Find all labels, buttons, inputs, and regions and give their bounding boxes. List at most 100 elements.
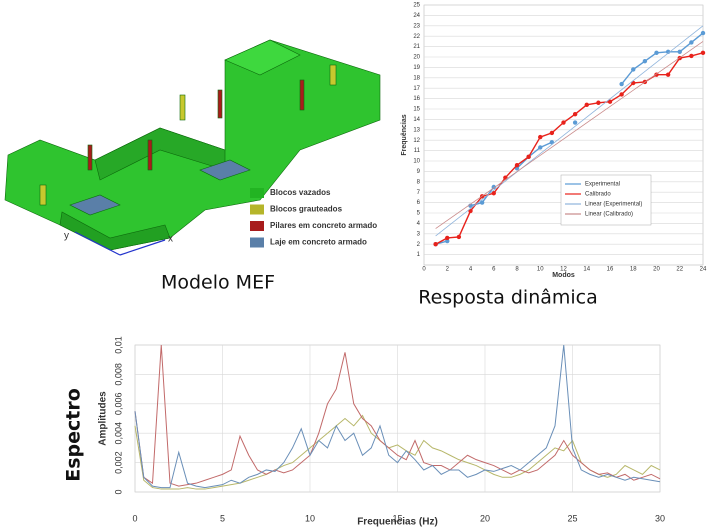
point <box>514 162 520 168</box>
point <box>689 40 694 45</box>
point <box>572 112 578 117</box>
legend-label: Calibrado <box>585 192 611 198</box>
x-tick-label: 24 <box>700 267 707 273</box>
series-line <box>134 344 661 489</box>
y-tick-label: 4 <box>417 221 421 227</box>
y-axis-title: Amplitudes <box>98 391 109 446</box>
y-tick-label: 0,004 <box>113 422 123 445</box>
y-tick-label: 13 <box>413 127 420 133</box>
y-tick-label: 0,008 <box>113 363 123 386</box>
point <box>596 100 601 105</box>
legend-swatch <box>250 221 264 231</box>
point <box>503 175 508 180</box>
x-tick-label: 30 <box>655 513 665 523</box>
x-tick-label: 20 <box>480 513 490 523</box>
legend-label: Laje em concreto armado <box>270 238 367 247</box>
y-tick-label: 7 <box>417 190 421 196</box>
legend-label: Linear (Experimental) <box>585 202 642 208</box>
point <box>445 235 450 241</box>
point <box>619 92 624 97</box>
y-axis-title: Frequências <box>401 114 408 155</box>
y-tick-label: 16 <box>413 96 420 102</box>
x-tick-label: 20 <box>653 267 660 273</box>
axis-letter: x <box>168 234 173 245</box>
point <box>665 49 671 54</box>
y-tick-label: 25 <box>413 3 420 9</box>
legend-swatch <box>250 204 264 215</box>
x-tick-label: 10 <box>537 267 544 273</box>
x-tick-label: 14 <box>583 267 590 273</box>
legend-label: Blocos vazados <box>270 188 331 197</box>
x-tick-label: 16 <box>607 267 614 273</box>
series-line <box>134 344 661 487</box>
x-tick-label: 15 <box>392 513 402 523</box>
series-line <box>435 41 704 229</box>
y-tick-label: 3 <box>417 231 421 237</box>
y-tick-label: 17 <box>413 86 420 92</box>
legend-label: Blocos grauteados <box>270 205 343 214</box>
point <box>607 99 613 104</box>
x-tick-label: 22 <box>676 267 683 273</box>
x-tick-label: 25 <box>567 513 577 523</box>
point <box>538 134 543 140</box>
y-tick-label: 2 <box>417 242 421 248</box>
point <box>631 67 636 72</box>
caption: Resposta dinâmica <box>418 287 598 309</box>
point <box>689 53 694 59</box>
x-tick-label: 6 <box>492 267 496 273</box>
point <box>456 234 462 240</box>
point <box>665 72 671 77</box>
y-tick-label: 10 <box>413 159 420 165</box>
y-tick-label: 24 <box>413 13 420 19</box>
series-line <box>134 414 661 490</box>
y-tick-label: 0 <box>113 489 123 494</box>
x-tick-label: 8 <box>515 267 519 273</box>
x-tick-label: 5 <box>220 513 225 523</box>
x-axis-title: Frequencias (Hz) <box>357 517 438 528</box>
point <box>654 50 659 56</box>
y-tick-label: 21 <box>413 44 420 50</box>
point <box>491 184 496 190</box>
y-tick-label: 18 <box>413 75 420 81</box>
y-tick-label: 14 <box>413 117 420 123</box>
point <box>561 120 566 125</box>
y-tick-label: 22 <box>413 34 420 40</box>
model-legend: Blocos vazados Blocos grauteados Pilares e… <box>250 188 377 248</box>
caption: Espectro <box>63 388 85 482</box>
legend-label: Pilares em concreto armado <box>270 221 377 230</box>
point <box>549 130 555 136</box>
y-tick-label: 20 <box>413 55 420 61</box>
y-tick-label: 5 <box>417 211 421 217</box>
point <box>700 50 706 56</box>
y-tick-label: 23 <box>413 23 420 29</box>
y-tick-label: 9 <box>417 169 421 175</box>
x-tick-label: 4 <box>469 267 473 273</box>
x-axis-title: Modos <box>552 272 575 279</box>
point <box>584 102 589 108</box>
legend-box <box>560 174 652 226</box>
legend-label: Linear (Calibrado) <box>585 212 633 218</box>
x-tick-label: 10 <box>305 513 315 523</box>
point <box>479 200 485 205</box>
point <box>677 49 682 54</box>
y-tick-label: 0,006 <box>113 393 123 416</box>
y-tick-label: 12 <box>413 138 420 144</box>
point <box>642 58 648 64</box>
x-tick-label: 18 <box>630 267 637 273</box>
y-tick-label: 8 <box>417 179 421 185</box>
fem-model <box>4 39 381 256</box>
point <box>572 120 578 125</box>
y-tick-label: 19 <box>413 65 420 71</box>
legend-swatch <box>250 188 264 198</box>
point <box>700 30 706 36</box>
series-line <box>435 25 704 237</box>
y-tick-label: 6 <box>417 200 421 206</box>
x-tick-label: 0 <box>132 513 137 523</box>
point <box>433 242 438 247</box>
y-tick-label: 0,01 <box>113 336 123 354</box>
legend-swatch <box>250 237 264 248</box>
x-tick-label: 0 <box>422 267 426 273</box>
point <box>619 81 624 87</box>
point <box>538 145 543 150</box>
axis-letter: y <box>64 231 69 242</box>
